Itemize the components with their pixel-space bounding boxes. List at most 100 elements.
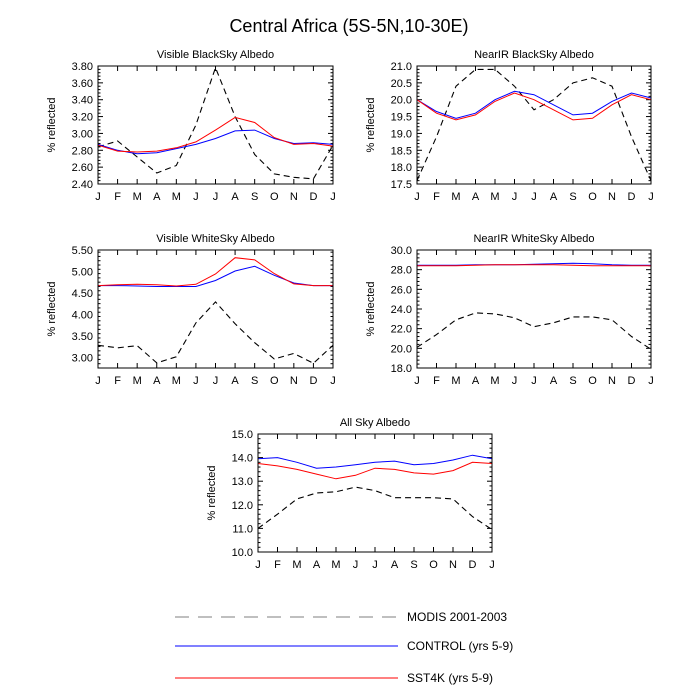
y-tick-label: 26.0 bbox=[391, 284, 412, 296]
panel-title: NearIR BlackSky Albedo bbox=[474, 49, 594, 61]
series-line-modis bbox=[416, 68, 652, 181]
x-tick-label: S bbox=[569, 191, 576, 203]
y-tick-label: 15.0 bbox=[232, 429, 253, 441]
x-tick-label: M bbox=[172, 375, 181, 387]
x-tick-label: J bbox=[213, 375, 219, 387]
y-axis-label: % reflected bbox=[46, 281, 58, 336]
y-tick-label: 19.0 bbox=[391, 128, 412, 140]
y-tick-label: 13.0 bbox=[232, 476, 253, 488]
x-tick-label: J bbox=[414, 191, 420, 203]
x-tick-label: O bbox=[429, 559, 438, 571]
x-tick-label: D bbox=[628, 191, 636, 203]
panel-3: Visible WhiteSky Albedo % reflected 3.00 3.… bbox=[46, 233, 336, 387]
legend-entry: MODIS 2001-2003 bbox=[175, 610, 507, 624]
x-tick-label: J bbox=[95, 375, 101, 387]
series-line-sst4k bbox=[417, 264, 651, 267]
y-tick-label: 10.0 bbox=[232, 547, 253, 559]
x-tick-label: J bbox=[193, 375, 199, 387]
x-tick-label: O bbox=[270, 191, 279, 203]
panel-title: NearIR WhiteSky Albedo bbox=[473, 233, 594, 245]
y-tick-label: 2.40 bbox=[72, 179, 93, 191]
y-tick-label: 17.5 bbox=[391, 179, 412, 191]
x-tick-label: M bbox=[490, 375, 499, 387]
x-tick-label: O bbox=[588, 191, 597, 203]
x-tick-label: N bbox=[608, 191, 616, 203]
y-tick-label: 3.00 bbox=[72, 128, 93, 140]
panel-2: NearIR BlackSky Albedo % reflected 17.5 18.… bbox=[365, 49, 654, 203]
x-tick-label: O bbox=[588, 375, 597, 387]
y-tick-label: 24.0 bbox=[391, 304, 412, 316]
legend-label: SST4K (yrs 5-9) bbox=[407, 671, 493, 685]
y-tick-label: 20.5 bbox=[391, 78, 412, 90]
y-tick-label: 19.5 bbox=[391, 112, 412, 124]
x-tick-label: M bbox=[133, 375, 142, 387]
y-tick-label: 5.50 bbox=[72, 245, 93, 257]
x-tick-label: A bbox=[153, 375, 161, 387]
x-tick-label: J bbox=[648, 375, 654, 387]
x-tick-label: O bbox=[270, 375, 279, 387]
series-line-control bbox=[416, 90, 652, 119]
figure-title: Central Africa (5S-5N,10-30E) bbox=[229, 16, 468, 36]
x-tick-label: F bbox=[433, 375, 440, 387]
x-tick-label: A bbox=[391, 559, 399, 571]
series-line-control bbox=[98, 265, 333, 287]
y-tick-label: 28.0 bbox=[391, 265, 412, 277]
x-tick-label: J bbox=[330, 375, 336, 387]
y-tick-label: 30.0 bbox=[391, 245, 412, 257]
series-line-sst4k bbox=[97, 257, 333, 287]
x-tick-label: N bbox=[449, 559, 457, 571]
legend-label: MODIS 2001-2003 bbox=[407, 610, 507, 624]
x-tick-label: J bbox=[512, 191, 518, 203]
x-tick-label: J bbox=[353, 559, 359, 571]
x-tick-label: A bbox=[472, 191, 480, 203]
x-tick-label: J bbox=[489, 559, 495, 571]
y-axis-label: % reflected bbox=[365, 97, 377, 152]
legend: MODIS 2001-2003 CONTROL (yrs 5-9) SST4K (y… bbox=[175, 610, 513, 685]
x-tick-label: M bbox=[490, 191, 499, 203]
y-tick-label: 11.0 bbox=[232, 523, 253, 535]
x-tick-label: N bbox=[290, 191, 298, 203]
panel-1: Visible BlackSky Albedo % reflected 2.40 2.… bbox=[46, 49, 336, 203]
y-tick-label: 20.0 bbox=[391, 343, 412, 355]
x-tick-label: D bbox=[309, 375, 317, 387]
x-tick-label: F bbox=[433, 191, 440, 203]
x-tick-label: J bbox=[414, 375, 420, 387]
plot-frame bbox=[257, 433, 493, 553]
y-tick-label: 12.0 bbox=[232, 500, 253, 512]
panel-4: NearIR WhiteSky Albedo % reflected 18.0 20.… bbox=[365, 233, 654, 387]
x-tick-label: M bbox=[451, 191, 460, 203]
y-tick-label: 4.00 bbox=[72, 309, 93, 321]
x-tick-label: M bbox=[172, 191, 181, 203]
chart-panels: Visible BlackSky Albedo % reflected 2.40 2.… bbox=[46, 49, 654, 571]
y-tick-label: 3.20 bbox=[72, 112, 93, 124]
x-tick-label: J bbox=[255, 559, 261, 571]
plot-frame bbox=[416, 249, 652, 369]
series-line-modis bbox=[257, 486, 493, 531]
plot-frame bbox=[97, 65, 334, 185]
x-tick-label: D bbox=[309, 191, 317, 203]
x-tick-label: F bbox=[114, 191, 121, 203]
x-tick-label: N bbox=[608, 375, 616, 387]
x-tick-label: D bbox=[628, 375, 636, 387]
series-line-modis bbox=[97, 301, 334, 364]
x-tick-label: A bbox=[153, 191, 161, 203]
y-tick-label: 18.5 bbox=[391, 145, 412, 157]
panel-title: Visible BlackSky Albedo bbox=[157, 49, 274, 61]
x-tick-label: J bbox=[512, 375, 518, 387]
y-tick-label: 18.0 bbox=[391, 363, 412, 375]
x-tick-label: A bbox=[313, 559, 321, 571]
legend-entry: SST4K (yrs 5-9) bbox=[175, 671, 493, 685]
x-tick-label: D bbox=[469, 559, 477, 571]
y-tick-label: 4.50 bbox=[72, 288, 93, 300]
x-tick-label: S bbox=[569, 375, 576, 387]
series-line-sst4k bbox=[97, 116, 334, 153]
legend-entry: CONTROL (yrs 5-9) bbox=[175, 639, 513, 653]
x-tick-label: A bbox=[231, 191, 239, 203]
series-line-sst4k bbox=[257, 461, 493, 480]
x-tick-label: J bbox=[372, 559, 378, 571]
legend-label: CONTROL (yrs 5-9) bbox=[407, 639, 513, 653]
x-tick-label: N bbox=[290, 375, 298, 387]
x-tick-label: M bbox=[133, 191, 142, 203]
y-tick-label: 22.0 bbox=[391, 324, 412, 336]
